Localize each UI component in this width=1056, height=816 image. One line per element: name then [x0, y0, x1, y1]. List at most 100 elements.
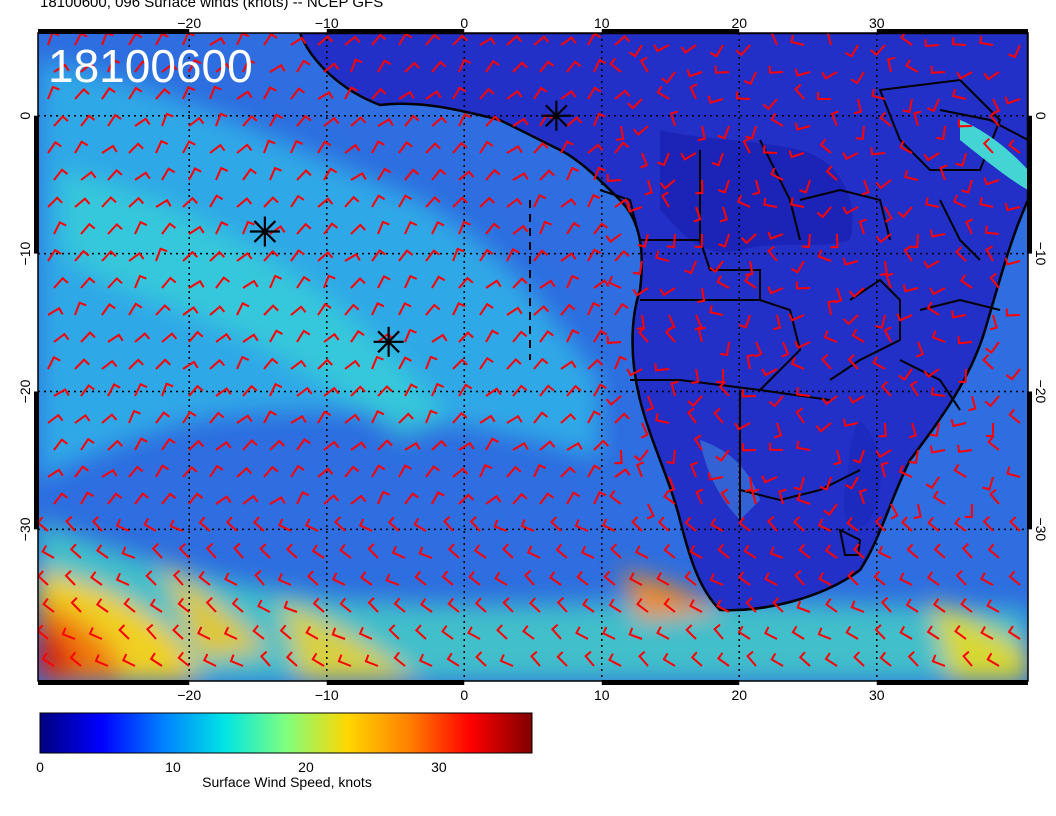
wind-barb	[74, 197, 91, 208]
wind-barb	[215, 440, 232, 451]
wind-barb	[350, 441, 367, 451]
wind-barb	[371, 464, 386, 478]
wind-barb	[593, 58, 607, 73]
wind-barb	[746, 650, 757, 667]
x-tick-label-top: −10	[315, 15, 339, 31]
wind-barb	[560, 140, 574, 154]
wind-barb	[885, 272, 894, 289]
wind-barb	[655, 413, 670, 424]
wind-barb	[101, 33, 114, 46]
wind-barb	[151, 542, 163, 559]
wind-barb	[279, 624, 292, 640]
wind-barb	[143, 517, 157, 532]
wind-barb	[242, 58, 256, 73]
wind-barb	[209, 411, 225, 424]
wind-barb	[825, 598, 838, 613]
wind-speed-field: 18100600	[38, 33, 1028, 681]
wind-barb	[506, 306, 523, 316]
wind-barb	[458, 112, 472, 127]
wind-barb	[323, 440, 340, 451]
wind-barb	[155, 247, 168, 262]
wind-barb	[626, 204, 643, 213]
wind-barb	[47, 306, 64, 316]
wind-barb	[155, 139, 169, 154]
wind-barb	[983, 71, 1000, 81]
wind-barb	[593, 112, 606, 127]
wind-barb	[252, 516, 265, 532]
wind-barb	[817, 627, 832, 640]
wind-barb	[377, 118, 394, 127]
wind-barb	[145, 570, 157, 586]
wind-barb	[659, 287, 676, 297]
wind-barb	[80, 62, 97, 73]
wind-barb	[188, 225, 205, 235]
wind-barb	[202, 653, 217, 667]
wind-barb	[458, 220, 471, 235]
wind-barb	[1007, 625, 1021, 640]
wind-barb	[716, 368, 725, 384]
wind-barb	[74, 465, 89, 478]
wind-barb	[290, 359, 307, 370]
wind-barb	[224, 572, 238, 586]
wind-barb	[425, 195, 441, 208]
wind-barb	[614, 302, 629, 316]
frame-bar	[326, 680, 465, 685]
wind-barb	[485, 222, 501, 235]
wind-barb	[762, 145, 778, 154]
wind-barb	[41, 545, 55, 559]
wind-barb	[134, 60, 149, 73]
x-tick-label-top: 20	[731, 15, 747, 31]
wind-barb	[661, 71, 676, 84]
wind-barb	[469, 515, 481, 532]
wind-barb	[898, 368, 913, 381]
wind-barb	[661, 191, 670, 208]
wind-barb	[956, 71, 973, 80]
wind-barb	[290, 464, 305, 478]
colorbar-tick-labels: 0 10 20 30	[36, 759, 447, 775]
wind-barb	[155, 411, 170, 424]
wind-barb	[899, 625, 913, 640]
wind-barb	[768, 65, 784, 74]
wind-barb	[879, 651, 892, 667]
wind-barb	[215, 332, 232, 343]
wind-barb	[344, 465, 360, 478]
wind-barb	[853, 98, 862, 115]
wind-barb	[431, 116, 448, 127]
wind-barb	[953, 463, 967, 478]
wind-barb	[485, 387, 502, 397]
wind-barb	[377, 439, 393, 451]
wind-barb	[654, 363, 670, 372]
wind-barb	[659, 179, 676, 190]
wind-barb	[53, 168, 69, 181]
wind-barb	[824, 544, 838, 559]
wind-barb	[506, 197, 523, 208]
wind-barb	[939, 164, 948, 181]
wind-barb	[961, 179, 973, 194]
wind-barb	[479, 196, 495, 208]
wind-barb	[761, 368, 778, 377]
wind-barb	[1004, 257, 1021, 266]
wind-barb	[134, 117, 151, 127]
x-tick-label-bottom: −20	[177, 687, 201, 703]
wind-barb	[610, 543, 622, 559]
wind-barb	[107, 492, 123, 505]
wind-barb	[209, 250, 226, 262]
wind-barb	[533, 463, 547, 478]
wind-barb	[666, 449, 676, 465]
wind-barb	[913, 110, 922, 127]
wind-barb	[899, 572, 913, 586]
wind-barb	[709, 573, 724, 586]
wind-barb	[793, 476, 805, 491]
wind-barb	[278, 518, 292, 532]
wind-barb	[764, 626, 778, 640]
wind-barb	[236, 414, 253, 424]
wind-barb	[506, 145, 523, 154]
wind-barb	[269, 63, 286, 73]
wind-barb	[717, 652, 730, 667]
wind-barb	[743, 274, 757, 289]
wind-barb	[823, 330, 838, 343]
wind-barb	[121, 653, 136, 667]
wind-barb	[908, 422, 918, 439]
wind-barb	[933, 598, 946, 613]
wind-barb	[574, 519, 589, 532]
